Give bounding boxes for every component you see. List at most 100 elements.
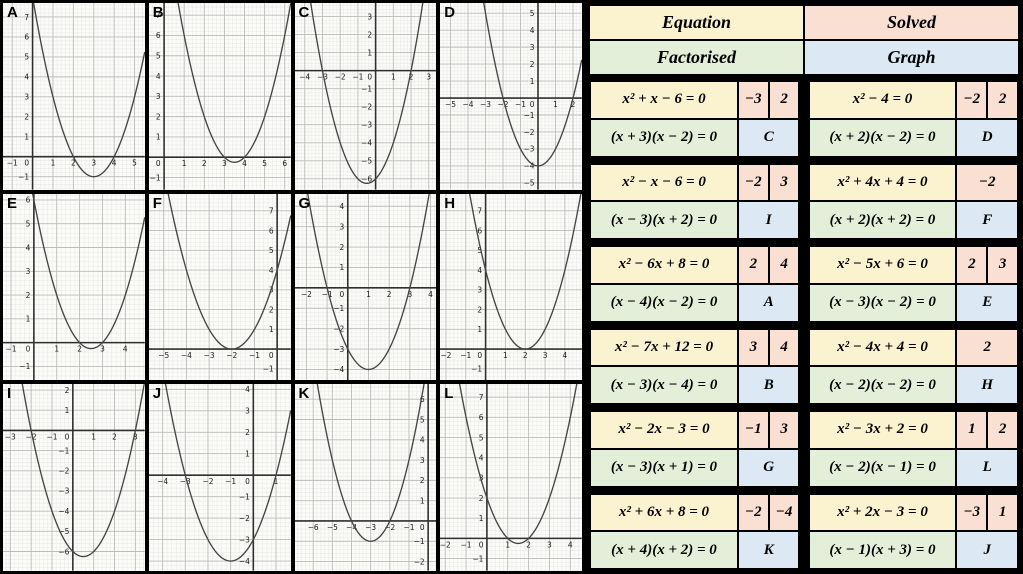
svg-text:−3: −3 [365,523,376,532]
svg-text:−1: −1 [471,364,482,373]
solution-cell: −3 [957,494,987,531]
svg-text:−1: −1 [58,447,69,456]
solutions: −2 3 [738,164,799,201]
equation-cell: x² + 6x + 8 = 0 [591,494,737,531]
svg-text:−3: −3 [361,121,372,130]
factorised-cell: (x − 3)(x + 1) = 0 [591,449,737,486]
svg-text:−4: −4 [346,523,357,532]
graph-letter-cell: G [738,449,799,486]
svg-text:5: 5 [530,9,535,18]
solution-cell: 2 [957,329,1017,366]
svg-text:−1: −1 [47,433,58,442]
svg-text:1: 1 [366,289,371,298]
svg-text:−4: −4 [58,507,69,516]
svg-text:−1: −1 [6,344,17,353]
svg-text:−2: −2 [413,558,424,567]
parabola-curve [32,3,145,178]
svg-text:1: 1 [24,133,29,142]
svg-text:−1: −1 [461,351,472,360]
svg-text:−5: −5 [524,179,535,188]
svg-text:2: 2 [367,30,372,39]
solution-cell: −2 [957,164,1017,201]
graph-cell-G: G −2 −1 0 1 2 3 4 −4 −3 −2 −1 1 2 3 4 [294,193,437,381]
svg-text:0: 0 [419,523,424,532]
graph-letter-cell: D [957,119,1017,156]
svg-text:2: 2 [65,386,70,395]
svg-text:−1: −1 [461,541,472,550]
parabola-plot: −1 0 1 2 3 4 5 −1 1 2 3 4 5 6 7 [3,3,145,190]
svg-text:2: 2 [156,112,161,121]
svg-text:2: 2 [523,351,528,360]
svg-text:2: 2 [530,60,535,69]
graph-label: I [7,385,12,403]
graph-cell-B: B 0 1 2 3 4 5 6 −1 1 2 3 4 5 6 7 [148,3,291,190]
solution-cell: 3 [769,164,799,201]
svg-text:0: 0 [65,433,70,442]
svg-text:2: 2 [386,289,391,298]
svg-text:3: 3 [530,43,535,52]
parabola-plot: −6 −5 −4 −3 −2 −1 0 −2 −1 1 2 3 4 5 6 [294,384,437,571]
svg-text:−2: −2 [440,541,451,550]
svg-text:3: 3 [419,456,424,465]
svg-text:1: 1 [390,73,395,82]
svg-text:3: 3 [547,541,552,550]
graph-label: D [444,4,456,21]
svg-text:2: 2 [571,100,576,109]
solution-cell: −3 [738,82,768,118]
svg-text:−3: −3 [316,73,327,82]
solutions: −2 2 [957,82,1017,118]
solutions: −1 3 [738,412,799,448]
solution-cell: 2 [769,82,799,118]
svg-text:1: 1 [479,514,484,523]
svg-text:3: 3 [245,407,250,416]
solutions: −3 1 [957,494,1017,531]
svg-text:−1: −1 [262,364,273,373]
factorised-cell: (x − 3)(x + 2) = 0 [591,202,737,238]
svg-text:−2: −2 [384,523,395,532]
equation-cell: x² − 4 = 0 [809,82,956,118]
svg-text:−4: −4 [181,351,192,360]
svg-text:−1: −1 [18,172,29,181]
svg-text:6: 6 [156,31,161,40]
svg-text:−4: −4 [239,557,250,566]
svg-text:6: 6 [282,159,287,168]
svg-text:2: 2 [26,290,31,299]
svg-text:3: 3 [426,73,431,82]
parabola-curve [306,193,430,370]
svg-text:4: 4 [478,265,483,274]
graph-letter-cell: I [738,202,799,238]
svg-text:−4: −4 [463,100,474,109]
factorised-cell: (x + 3)(x − 2) = 0 [591,119,737,156]
svg-text:−2: −2 [239,514,250,523]
graph-letter-cell: F [957,202,1017,238]
svg-text:−1: −1 [361,84,372,93]
parabola-plot: −4 −3 −2 −1 0 1 −4 −3 −2 −1 1 2 3 4 [148,384,291,571]
factorised-cell: (x − 3)(x − 4) = 0 [591,367,737,403]
svg-text:2: 2 [419,476,424,485]
svg-text:0: 0 [26,344,31,353]
parabola-curve [177,3,291,163]
svg-text:4: 4 [568,541,573,550]
svg-text:−2: −2 [226,351,237,360]
parabola-curve [167,193,291,350]
svg-text:1: 1 [339,263,344,272]
svg-text:1: 1 [245,450,250,459]
svg-text:−2: −2 [202,477,213,486]
svg-text:1: 1 [419,497,424,506]
svg-text:0: 0 [269,351,274,360]
factorised-cell: (x − 1)(x + 3) = 0 [809,532,956,568]
svg-text:5: 5 [269,246,274,255]
header-factorised: Factorised [590,41,803,74]
svg-text:−4: −4 [157,477,168,486]
svg-text:5: 5 [24,53,29,62]
svg-text:5: 5 [479,434,484,443]
graph-letter-cell: K [738,532,799,568]
